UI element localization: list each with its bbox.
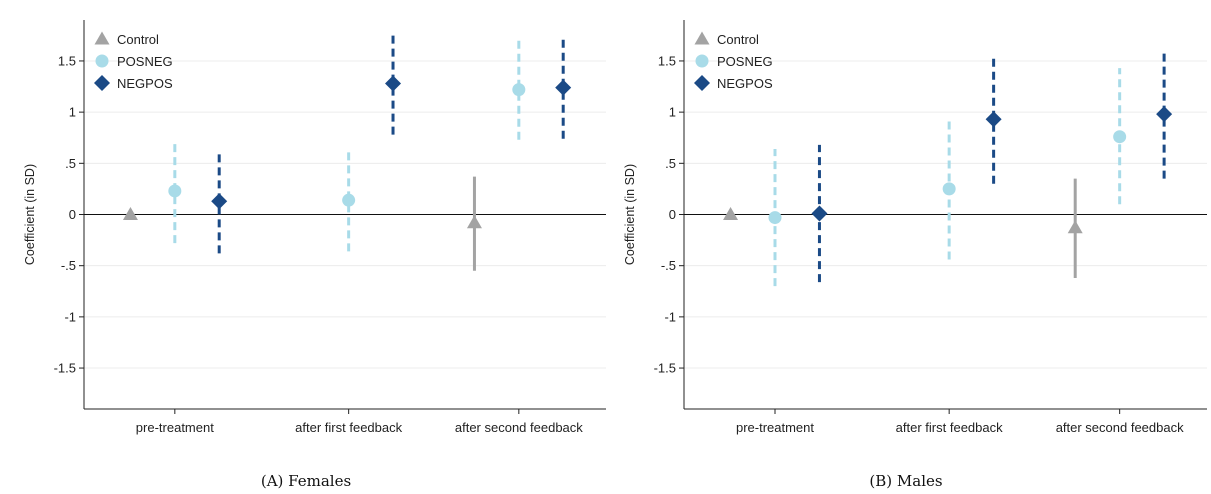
data-point: [555, 79, 572, 96]
data-point: [466, 215, 482, 229]
legend-label: Control: [117, 32, 159, 47]
x-tick-label: after second feedback: [1056, 420, 1184, 435]
legend-item-negpos: NEGPOS: [694, 75, 773, 91]
x-tick-label: after second feedback: [455, 420, 583, 435]
legend-label: NEGPOS: [717, 76, 773, 91]
data-point: [985, 111, 1002, 128]
y-tick-label: -1.5: [654, 361, 676, 376]
y-tick-label: 1.5: [58, 53, 76, 68]
y-tick-label: 1: [69, 105, 76, 120]
series-control: [723, 178, 1083, 278]
legend-label: Control: [717, 32, 759, 47]
x-tick-label: pre-treatment: [136, 420, 214, 435]
y-tick-label: 0: [69, 207, 76, 222]
y-tick-label: -.5: [61, 258, 76, 273]
y-axis-label: Coefficient (in SD): [23, 164, 37, 265]
legend-label: NEGPOS: [117, 76, 173, 91]
legend-item-posneg: POSNEG: [695, 54, 773, 69]
data-point: [942, 182, 956, 196]
y-tick-label: 0: [669, 207, 676, 222]
data-point: [1067, 220, 1083, 234]
y-axis-label: Coefficient (in SD): [623, 164, 637, 265]
y-tick-label: .5: [65, 156, 76, 171]
x-tick-label: after first feedback: [896, 420, 1003, 435]
data-point: [342, 193, 356, 207]
series-control: [122, 176, 482, 271]
series-negpos: [811, 49, 1173, 283]
legend-item-posneg: POSNEG: [95, 54, 173, 69]
series-posneg: [168, 38, 526, 252]
panel-caption: (B) Males: [869, 472, 942, 490]
legend-marker: [695, 54, 709, 68]
legend-marker: [94, 75, 110, 91]
data-point: [723, 207, 739, 220]
data-point: [1156, 106, 1173, 123]
legend-marker: [95, 54, 109, 68]
x-tick-label: pre-treatment: [736, 420, 814, 435]
legend-label: POSNEG: [117, 54, 173, 69]
legend-item-negpos: NEGPOS: [94, 75, 173, 91]
y-tick-label: 1.5: [658, 53, 676, 68]
y-tick-label: -.5: [661, 258, 676, 273]
data-point: [122, 207, 138, 220]
data-point: [768, 211, 782, 225]
y-tick-label: -1: [664, 309, 676, 324]
series-negpos: [211, 32, 572, 254]
x-tick-label: after first feedback: [295, 420, 402, 435]
data-point: [211, 193, 228, 210]
y-tick-label: 1: [669, 105, 676, 120]
legend-label: POSNEG: [717, 54, 773, 69]
series-posneg: [768, 68, 1127, 287]
data-point: [385, 75, 402, 92]
data-point: [512, 83, 526, 97]
legend-marker: [694, 75, 710, 91]
legend: Control POSNEG NEGPOS: [94, 31, 173, 91]
y-tick-label: -1.5: [54, 361, 76, 376]
legend-marker: [94, 31, 110, 45]
data-point: [811, 205, 828, 222]
legend: Control POSNEG NEGPOS: [694, 31, 773, 91]
data-point: [1113, 130, 1127, 144]
legend-marker: [694, 31, 710, 45]
panel-caption: (A) Females: [261, 472, 351, 490]
legend-item-control: Control: [94, 31, 159, 47]
data-point: [168, 184, 182, 198]
legend-item-control: Control: [694, 31, 759, 47]
y-tick-label: .5: [665, 156, 676, 171]
y-tick-label: -1: [64, 309, 76, 324]
